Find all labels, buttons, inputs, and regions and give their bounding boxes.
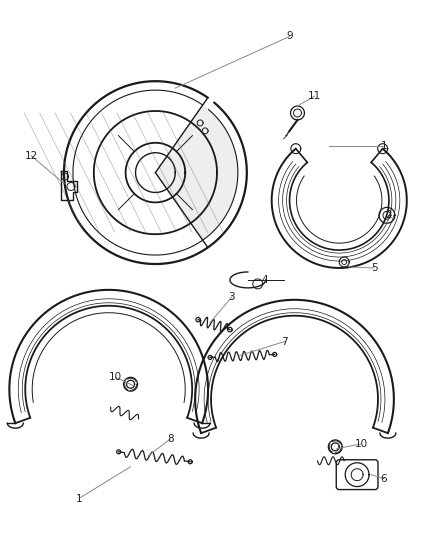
Text: 1: 1 [381, 141, 387, 151]
Text: 12: 12 [25, 151, 38, 161]
Text: 9: 9 [286, 31, 293, 42]
Polygon shape [155, 105, 238, 240]
Text: 10: 10 [109, 372, 122, 382]
Text: 3: 3 [229, 292, 235, 302]
Text: 2: 2 [385, 211, 392, 220]
Text: 1: 1 [76, 494, 82, 504]
Text: 5: 5 [371, 263, 377, 273]
Text: 7: 7 [281, 336, 288, 346]
Text: 11: 11 [308, 91, 321, 101]
Text: 6: 6 [381, 474, 387, 483]
Text: 8: 8 [167, 434, 173, 444]
Text: 4: 4 [261, 275, 268, 285]
Text: 10: 10 [354, 439, 367, 449]
